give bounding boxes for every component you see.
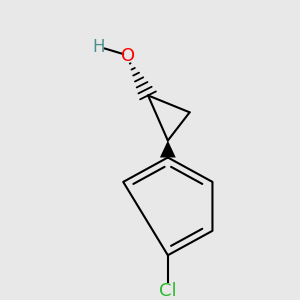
Text: Cl: Cl: [159, 282, 177, 300]
Text: H: H: [92, 38, 105, 56]
Polygon shape: [160, 140, 176, 158]
Text: O: O: [121, 47, 135, 65]
